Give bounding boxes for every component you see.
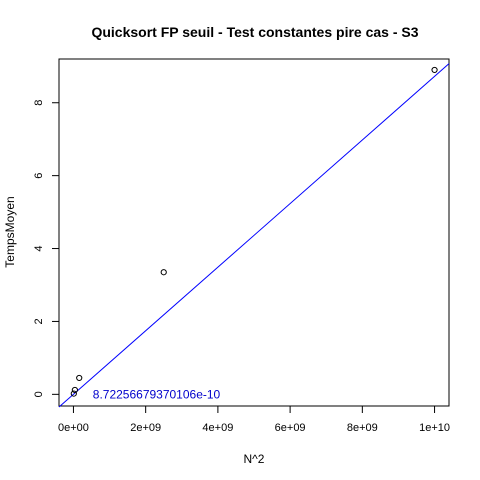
x-tick-label: 8e+09 [347,422,378,434]
plot-frame [58,58,450,407]
data-point [70,390,77,397]
data-point [71,386,78,394]
regression-line-group [58,63,450,408]
y-tick-label: 0 [33,391,45,397]
chart-title: Quicksort FP seuil - Test constantes pir… [91,24,418,40]
x-tick-label: 1e+10 [419,422,450,434]
y-tick-label: 6 [33,173,45,179]
x-tick-label: 0e+00 [58,422,89,434]
data-point [76,374,83,382]
y-tick-label: 4 [33,245,45,251]
y-axis: 0 2 4 6 8 [33,100,60,397]
y-tick-label: 2 [33,318,45,324]
data-point [431,66,438,74]
x-tick-label: 6e+09 [275,422,306,434]
x-tick-label: 2e+09 [130,422,161,434]
data-point [160,269,167,276]
y-tick-label: 8 [33,100,45,106]
scatter-points [70,66,438,397]
x-axis-label: N^2 [244,452,265,466]
slope-annotation: 8.72256679370106e-10 [93,387,221,401]
x-tick-label: 4e+09 [202,422,233,434]
regression-line [58,63,450,408]
x-axis: 0e+00 2e+09 4e+09 6e+09 8e+09 1e+10 [58,405,450,434]
y-axis-label: TempsMoyen [3,196,17,267]
